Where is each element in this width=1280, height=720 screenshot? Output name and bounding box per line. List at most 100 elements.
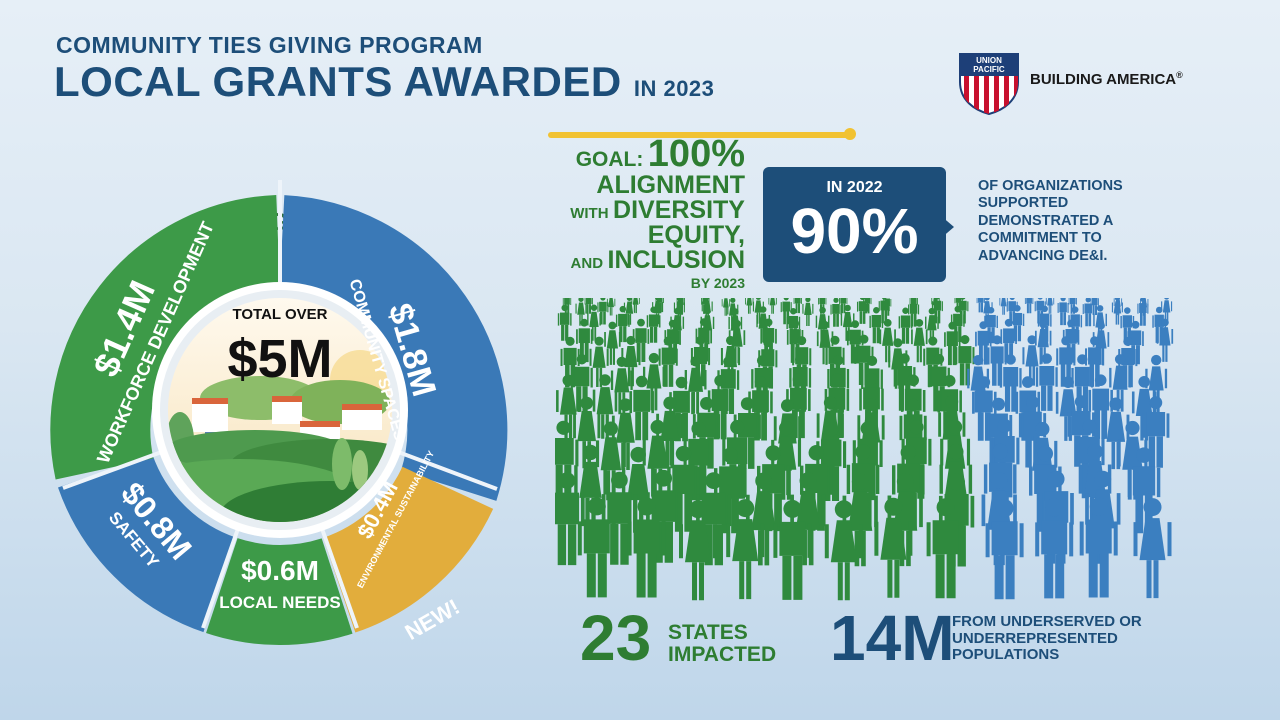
person-icon — [1079, 497, 1118, 598]
people-crowd — [555, 298, 1174, 601]
person-icon — [679, 500, 717, 601]
person-icon — [748, 376, 773, 441]
goal-line-4: EQUITY, — [647, 221, 745, 249]
trademark-symbol: ® — [1176, 70, 1183, 80]
goal-with: WITH — [570, 205, 609, 222]
population-line-2: UNDERREPRESENTED — [952, 629, 1118, 647]
person-icon — [557, 304, 572, 341]
person-icon — [839, 298, 848, 314]
person-icon — [999, 298, 1008, 315]
person-icon — [745, 298, 754, 314]
segment-local-needs — [206, 537, 353, 645]
person-icon — [975, 321, 992, 365]
callout-percent: 90% — [790, 195, 919, 267]
person-icon — [1024, 298, 1034, 314]
goal-inclusion: INCLUSION — [607, 246, 746, 274]
states-value: 23 — [580, 602, 652, 674]
person-icon — [1035, 353, 1058, 411]
person-icon — [869, 307, 884, 344]
person-icon — [1111, 298, 1123, 325]
person-icon — [615, 305, 630, 343]
person-icon — [575, 298, 587, 326]
goal-line-3: WITH DIVERSITY — [480, 198, 745, 223]
person-icon — [830, 298, 842, 327]
person-icon — [985, 499, 1024, 600]
person-icon — [1056, 336, 1076, 387]
person-icon — [597, 298, 609, 325]
person-icon — [802, 298, 814, 326]
goal-line-1: GOAL: 100% — [480, 135, 745, 173]
union-pacific-shield-logo: UNION PACIFIC — [959, 53, 1019, 116]
goal-prefix: GOAL: — [575, 148, 644, 171]
callout-pointer — [940, 215, 954, 239]
person-icon — [773, 499, 812, 600]
person-icon — [1022, 335, 1042, 386]
person-icon — [768, 298, 777, 314]
person-icon — [926, 498, 965, 599]
person-icon — [646, 306, 661, 343]
center-value: $5M — [227, 329, 332, 389]
goal-statement: GOAL: 100% ALIGNMENT WITH DIVERSITY EQUI… — [480, 135, 745, 290]
person-icon — [587, 304, 601, 341]
person-icon — [658, 336, 678, 387]
person-icon — [874, 497, 913, 598]
goal-diversity: DIVERSITY — [613, 196, 745, 224]
person-icon — [898, 307, 913, 344]
goal-bar-dot — [844, 128, 856, 140]
shield-top-text: UNION — [976, 56, 1002, 65]
goal-value: 100% — [647, 133, 745, 175]
person-icon — [1010, 305, 1025, 342]
person-icon — [584, 298, 593, 314]
person-icon — [1133, 498, 1172, 599]
person-icon — [911, 319, 928, 363]
local-needs-label: LOCAL NEEDS — [219, 593, 341, 612]
goal-line-2: ALIGNMENT — [596, 171, 745, 199]
person-icon — [1156, 318, 1174, 362]
brand-tagline: BUILDING AMERICA® — [1030, 70, 1183, 88]
person-icon — [1102, 397, 1130, 470]
callout-description: OF ORGANIZATIONS SUPPORTED DEMONSTRATED … — [978, 178, 1123, 264]
population-line-1: FROM UNDERSERVED OR — [952, 613, 1142, 630]
person-icon — [824, 500, 863, 601]
states-line-2: IMPACTED — [668, 643, 777, 667]
person-icon — [793, 298, 802, 314]
person-icon — [721, 298, 731, 316]
person-icon — [556, 374, 581, 440]
person-icon — [726, 499, 765, 600]
grants-donut: TO 543 ORGANIZATIONS — [50, 180, 508, 645]
population-label: FROM UNDERSERVED OR UNDERREPRESENTED POP… — [952, 613, 1142, 664]
person-icon — [684, 356, 707, 414]
person-icon — [1082, 298, 1094, 327]
population-line-3: POPULATIONS — [952, 646, 1060, 663]
person-icon — [707, 374, 733, 440]
person-icon — [1045, 298, 1055, 314]
states-line-1: STATES — [668, 621, 748, 644]
goal-and: AND — [570, 255, 604, 272]
person-icon — [642, 352, 665, 411]
center-label: TOTAL OVER — [232, 306, 327, 323]
person-icon — [589, 336, 609, 387]
shield-bottom-text: PACIFIC — [973, 65, 1005, 74]
person-icon — [1137, 298, 1149, 326]
person-icon — [931, 298, 943, 324]
segment-workforce-development — [50, 195, 282, 480]
person-icon — [1035, 498, 1074, 599]
person-icon — [999, 354, 1022, 412]
brand-tagline-text: BUILDING AMERICA — [1030, 71, 1177, 88]
segment-community-spaces — [278, 195, 508, 501]
goal-bar — [548, 132, 850, 138]
person-icon — [976, 298, 985, 313]
person-icon — [987, 335, 1007, 386]
page-title-year: IN 2023 — [633, 76, 715, 101]
program-subtitle: COMMUNITY TIES GIVING PROGRAM — [56, 32, 483, 58]
person-icon — [604, 321, 621, 365]
person-icon — [1057, 298, 1069, 326]
person-icon — [786, 373, 811, 439]
callout-year: IN 2022 — [826, 179, 883, 196]
person-icon — [627, 497, 666, 598]
page-title: LOCAL GRANTS AWARDED IN 2023 — [54, 58, 714, 106]
person-icon — [1142, 396, 1170, 468]
segment-safety — [58, 453, 238, 633]
callout-box: IN 2022 90% — [763, 167, 946, 282]
person-icon — [577, 497, 616, 598]
